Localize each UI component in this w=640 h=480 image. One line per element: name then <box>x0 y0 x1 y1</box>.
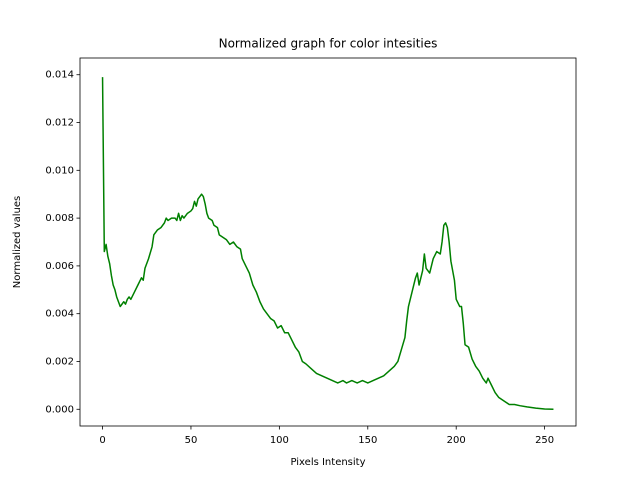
y-tick-label: 0.002 <box>45 356 74 367</box>
chart-title: Normalized graph for color intesities <box>219 37 438 51</box>
y-tick-label: 0.014 <box>45 70 74 81</box>
y-tick-label: 0.010 <box>45 165 74 176</box>
x-tick-label: 100 <box>270 435 289 446</box>
plot-frame <box>79 57 577 427</box>
y-tick-label: 0.008 <box>45 213 74 224</box>
y-tick-label: 0.000 <box>45 404 74 415</box>
y-tick-label: 0.006 <box>45 261 74 272</box>
x-tick-label: 0 <box>99 435 105 446</box>
y-tick-label: 0.012 <box>45 118 74 129</box>
x-tick-label: 50 <box>185 435 198 446</box>
x-axis-label: Pixels Intensity <box>290 457 365 468</box>
y-tick-label: 0.004 <box>45 309 74 320</box>
data-line <box>101 77 554 411</box>
x-tick-label: 200 <box>447 435 466 446</box>
x-tick-label: 250 <box>535 435 554 446</box>
x-tick-label: 150 <box>358 435 377 446</box>
y-axis-label: Normalized values <box>12 196 23 288</box>
